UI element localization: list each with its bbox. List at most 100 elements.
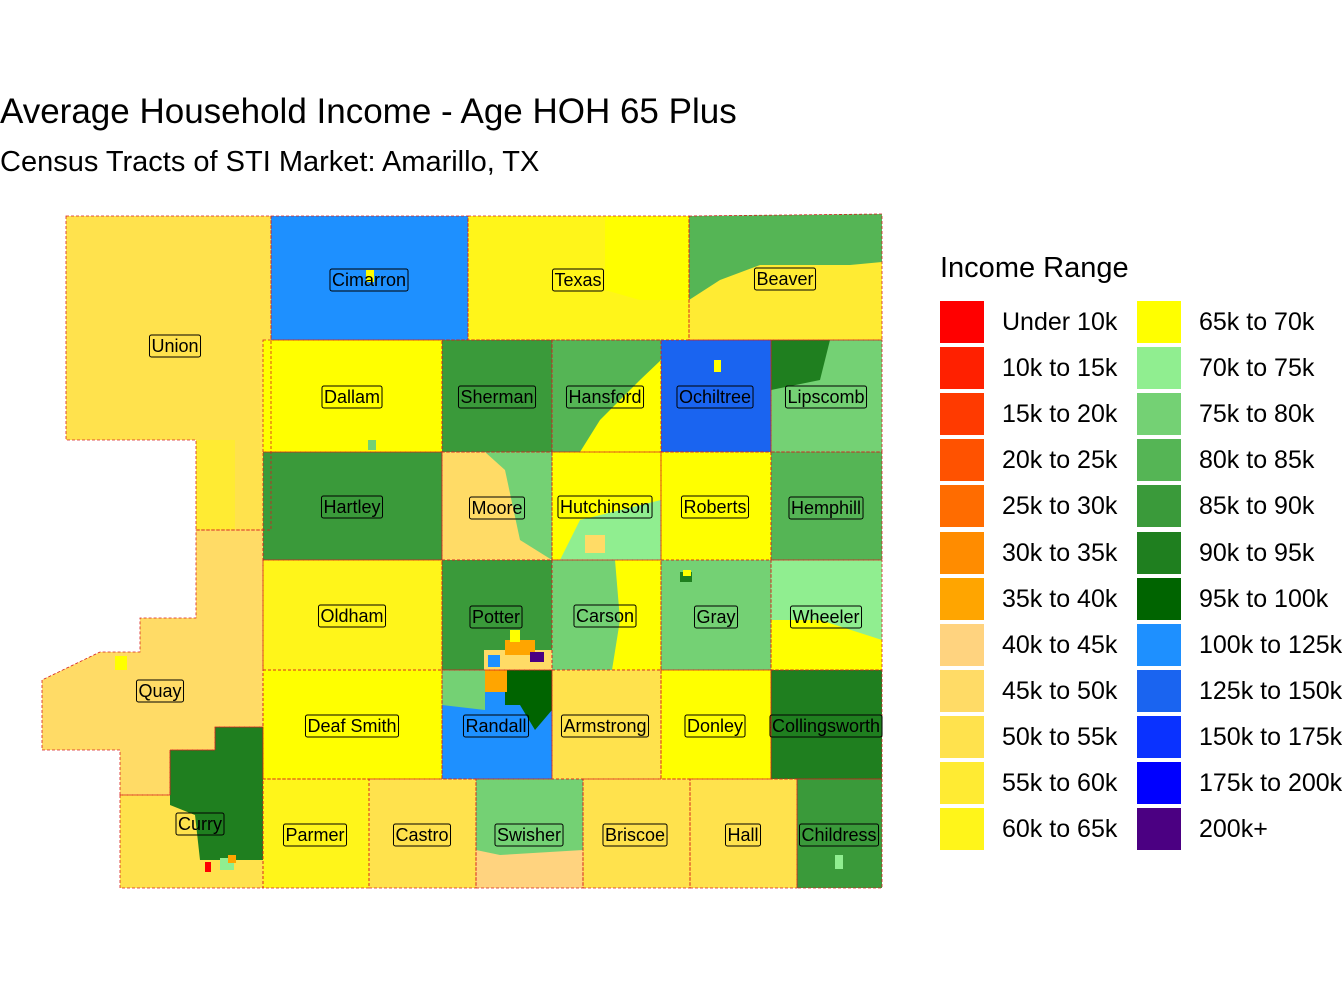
legend-swatch	[940, 577, 984, 620]
county-label: Carson	[576, 606, 634, 626]
legend-swatch	[1137, 531, 1181, 574]
county-label-box	[317, 604, 387, 628]
legend-item: 85k to 90k	[1137, 484, 1344, 528]
county-label: Quay	[138, 681, 181, 701]
tract-patch	[468, 216, 605, 340]
legend-item: 95k to 100k	[1137, 577, 1344, 621]
legend-item: 10k to 15k	[940, 346, 1160, 390]
county-label-box	[680, 495, 750, 519]
legend-item: 90k to 95k	[1137, 531, 1344, 575]
county-label-box	[573, 604, 637, 628]
county-union	[66, 216, 271, 530]
county-border	[660, 669, 772, 780]
county-ochiltree	[661, 340, 771, 452]
legend-label: 150k to 175k	[1199, 722, 1343, 751]
legend-swatch	[1137, 808, 1181, 851]
legend-label: 70k to 75k	[1199, 354, 1315, 383]
county-label: Roberts	[683, 497, 746, 517]
legend-swatch	[940, 301, 984, 343]
county-label: Hansford	[568, 387, 641, 407]
county-label: Texas	[554, 270, 601, 290]
legend-label: 75k to 80k	[1199, 400, 1315, 429]
tract-patch	[228, 855, 236, 863]
tract-patch	[196, 440, 235, 530]
county-deaf-smith	[263, 670, 442, 779]
legend-swatch	[940, 485, 984, 528]
tract-patch	[714, 360, 721, 372]
county-border	[689, 778, 798, 889]
county-border	[551, 559, 662, 671]
legend-swatch	[940, 762, 984, 804]
legend-item: 35k to 40k	[940, 577, 1160, 621]
tract-patch	[485, 670, 507, 692]
tract-patch	[205, 862, 211, 872]
tract-patch	[170, 727, 263, 860]
legend-item: 175k to 200k	[1137, 761, 1344, 805]
county-label-box	[789, 605, 863, 629]
county-childress	[797, 779, 882, 888]
county-label-box	[304, 714, 400, 738]
county-label-box	[329, 268, 409, 292]
tract-patch	[366, 270, 374, 282]
legend-label: 60k to 65k	[1002, 815, 1118, 844]
county-hartley	[263, 452, 442, 560]
legend-swatch	[1137, 715, 1181, 758]
legend-label: 50k to 55k	[1002, 722, 1118, 751]
legend-item: 25k to 30k	[940, 484, 1160, 528]
legend-item: 15k to 20k	[940, 392, 1160, 436]
county-label: Donley	[687, 716, 743, 736]
county-label-box	[724, 823, 762, 847]
legend-label: 35k to 40k	[1002, 584, 1118, 613]
county-quay	[42, 530, 263, 795]
tract-patch	[510, 630, 520, 642]
county-castro	[369, 779, 476, 888]
county-sherman	[442, 340, 552, 452]
legend-swatch	[1137, 393, 1181, 436]
county-label-box	[457, 385, 537, 409]
county-label: Sherman	[460, 387, 533, 407]
legend-label: 40k to 45k	[1002, 630, 1118, 659]
county-label: Cimarron	[332, 270, 406, 290]
legend-swatch	[1137, 439, 1181, 482]
county-label-box	[565, 385, 645, 409]
county-label-box	[676, 385, 754, 409]
county-label-box	[135, 679, 185, 703]
county-label: Lipscomb	[787, 387, 864, 407]
county-label: Collingsworth	[772, 716, 880, 736]
legend-swatch	[940, 439, 984, 482]
legend-title: Income Range	[940, 252, 1129, 284]
county-hemphill	[771, 452, 882, 560]
legend-item: 45k to 50k	[940, 669, 1160, 713]
legend-swatch	[940, 715, 984, 758]
map-subtitle: Census Tracts of STI Market: Amarillo, T…	[0, 146, 540, 178]
tract-patch	[605, 216, 689, 300]
legend-item: Under 10k	[940, 300, 1160, 344]
county-gray	[661, 560, 771, 670]
county-collingsworth	[771, 670, 882, 779]
tract-patch	[771, 620, 882, 670]
legend-item: 30k to 35k	[940, 531, 1160, 575]
county-label: Ochiltree	[679, 387, 751, 407]
county-label-box	[769, 714, 883, 738]
legend-label: 85k to 90k	[1199, 492, 1315, 521]
legend-swatch	[1137, 347, 1181, 390]
county-label-box	[494, 823, 564, 847]
county-label-box	[469, 605, 523, 629]
county-briscoe	[583, 779, 690, 888]
county-label: Hall	[727, 825, 758, 845]
county-label: Curry	[178, 814, 222, 834]
tract-patch	[368, 440, 376, 450]
tract-patch	[485, 452, 552, 560]
legend-item: 70k to 75k	[1137, 346, 1344, 390]
legend-label: 10k to 15k	[1002, 354, 1118, 383]
legend-label: 175k to 200k	[1199, 769, 1343, 797]
county-label-box	[320, 495, 384, 519]
county-label-box	[684, 714, 746, 738]
county-label-box	[784, 385, 868, 409]
tract-details	[115, 216, 882, 888]
legend-item: 200k+	[1137, 807, 1344, 851]
county-label-box	[321, 385, 383, 409]
county-label-box	[560, 714, 650, 738]
county-label-box	[693, 605, 739, 629]
